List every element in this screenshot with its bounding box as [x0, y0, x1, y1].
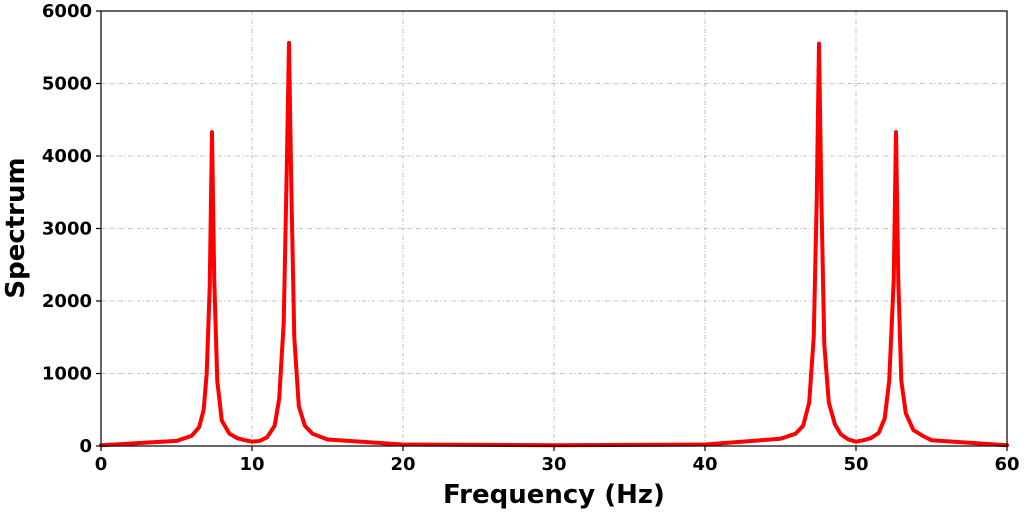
x-tick-label: 50 [843, 454, 868, 475]
y-tick-label: 1000 [42, 364, 92, 385]
x-tick-label: 60 [994, 454, 1019, 475]
x-tick-label: 30 [541, 454, 566, 475]
y-tick-label: 5000 [42, 74, 92, 95]
x-axis-label: Frequency (Hz) [443, 480, 665, 510]
x-tick-label: 10 [239, 454, 264, 475]
y-tick-label: 6000 [42, 1, 92, 22]
series-layer [99, 40, 1009, 448]
y-tick-label: 4000 [42, 146, 92, 167]
grid [100, 10, 1008, 447]
y-tick-label: 2000 [42, 291, 92, 312]
x-tick-label: 20 [390, 454, 415, 475]
y-tick-label: 0 [79, 436, 92, 457]
x-tick-label: 40 [692, 454, 717, 475]
y-axis-label: Spectrum [1, 157, 31, 298]
ticks: 0 10 20 30 40 50 60 0 1000 2000 3000 4000 5000 6000 [42, 1, 1020, 475]
y-tick-label: 3000 [42, 219, 92, 240]
x-tick-label: 0 [95, 454, 108, 475]
spectrum-line [99, 40, 1009, 448]
